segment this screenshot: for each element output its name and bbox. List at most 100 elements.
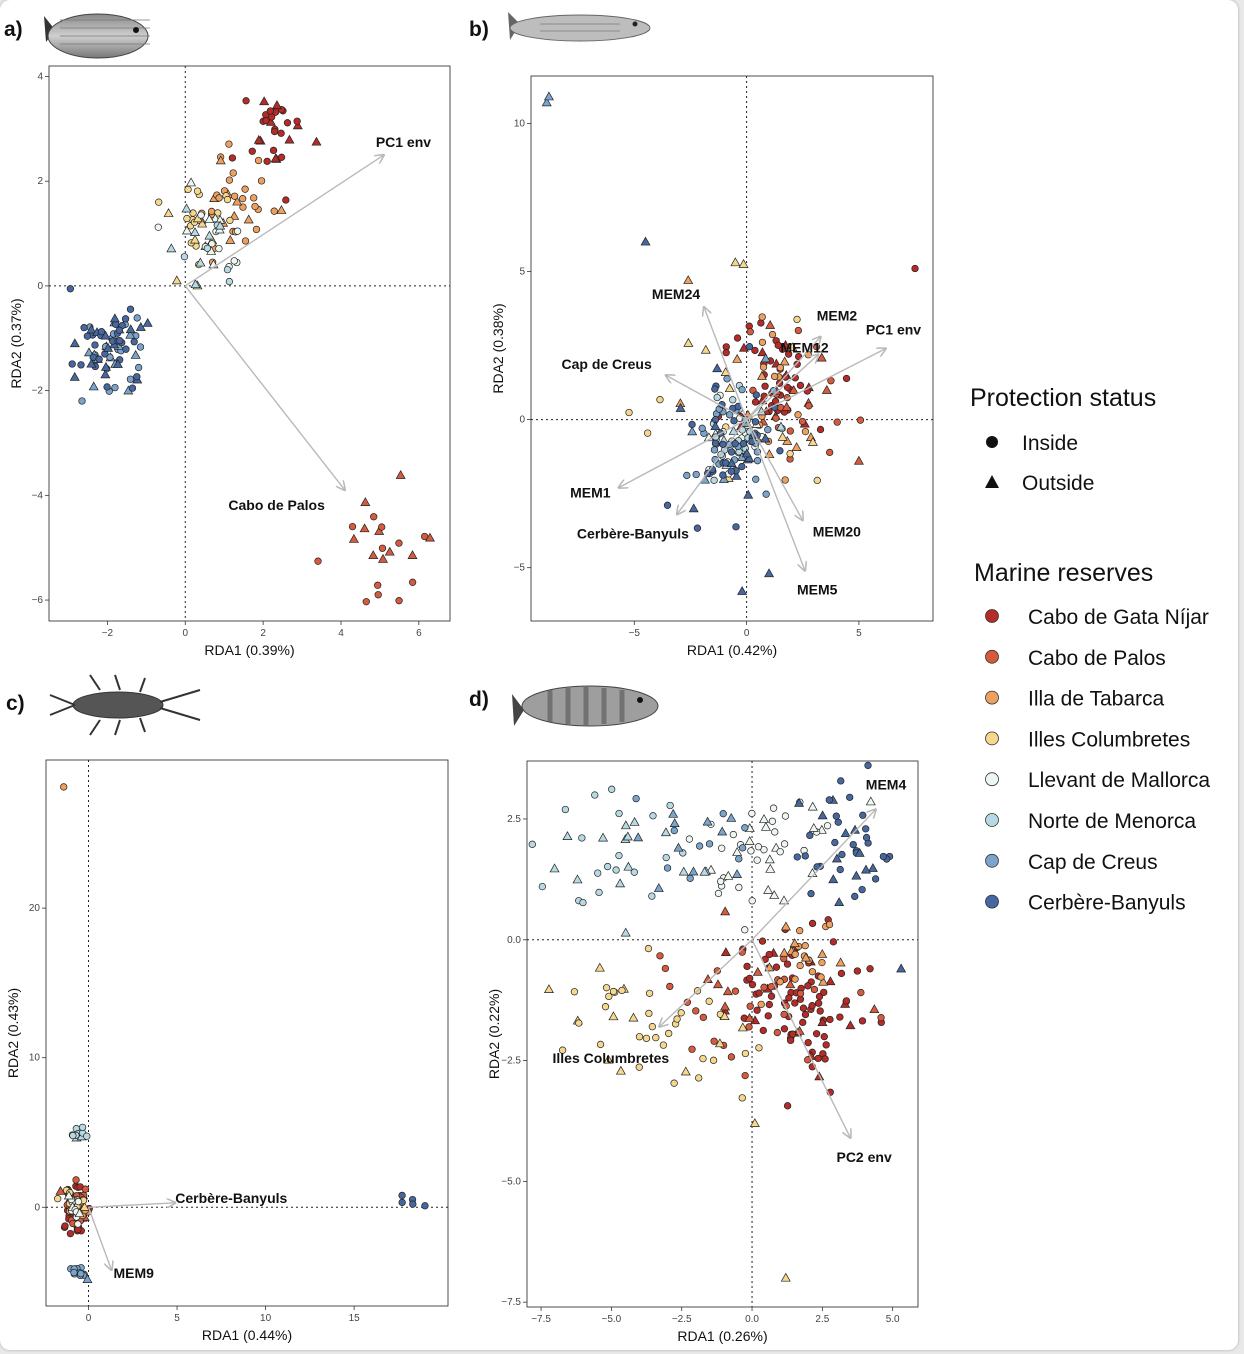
x-axis-title: RDA1 (0.26%) <box>677 1328 767 1344</box>
outside-point <box>794 797 805 807</box>
inside-point <box>238 195 247 203</box>
outside-point <box>817 949 828 958</box>
outside-point <box>103 342 114 352</box>
reserve-legend-label: Illa de Tabarca <box>1028 688 1165 711</box>
outside-point <box>215 220 226 230</box>
inside-point <box>193 187 202 195</box>
inside-point <box>820 1032 828 1041</box>
arrow-vector <box>751 809 876 941</box>
inside-point <box>761 382 769 390</box>
plot-area <box>45 759 449 1307</box>
outside-point <box>752 966 763 976</box>
inside-point <box>713 393 721 402</box>
inside-point <box>698 424 706 432</box>
arrow-label: MEM1 <box>570 485 611 501</box>
inside-point <box>705 997 713 1005</box>
outside-point <box>360 497 371 506</box>
inside-point <box>74 1220 82 1228</box>
outside-point <box>828 874 839 884</box>
inside-point <box>644 944 653 953</box>
outside-point <box>714 1038 725 1048</box>
outside-point <box>572 874 583 884</box>
inside-point <box>741 824 749 832</box>
inside-point <box>70 1268 78 1277</box>
outside-point <box>777 431 788 441</box>
inside-point <box>793 315 801 324</box>
inside-point <box>816 1007 824 1015</box>
x-axis-title: RDA1 (0.44%) <box>202 1327 292 1343</box>
x-tick-label: 10 <box>260 1313 272 1324</box>
inside-point <box>705 840 714 848</box>
inside-point <box>270 207 278 215</box>
inside-point <box>776 978 784 986</box>
inside-point <box>688 420 696 429</box>
inside-point <box>665 1029 673 1038</box>
outside-point <box>653 883 664 892</box>
outside-point <box>608 1011 619 1021</box>
inside-point <box>776 363 784 372</box>
outside-point <box>276 205 287 214</box>
inside-point <box>738 385 746 394</box>
inside-point <box>836 1013 844 1021</box>
y-axis-title: RDA2 (0.38%) <box>490 303 506 393</box>
inside-point <box>685 835 694 843</box>
outside-point <box>741 448 752 458</box>
outside-point <box>817 810 828 820</box>
inside-point <box>732 523 740 531</box>
inside-point <box>738 844 747 852</box>
outside-point <box>243 214 254 224</box>
inside-point <box>398 1198 406 1207</box>
inside-point <box>799 1004 808 1012</box>
arrow-vector <box>745 419 805 571</box>
inside-point <box>538 882 547 891</box>
outside-point <box>712 363 723 373</box>
inside-point <box>692 1007 700 1015</box>
outside-point <box>100 369 111 379</box>
inside-point <box>785 994 793 1002</box>
reserve-legend-marker <box>985 772 999 787</box>
inside-point <box>421 1202 429 1210</box>
inside-point <box>710 446 719 454</box>
outside-point <box>800 952 811 962</box>
outside-point <box>69 338 80 348</box>
inside-point <box>751 418 760 426</box>
inside-point <box>765 950 773 959</box>
inside-point <box>731 440 739 448</box>
arrow-label: MEM24 <box>652 286 700 302</box>
inside-point <box>91 341 99 349</box>
inside-point <box>54 1195 62 1203</box>
x-tick-label: −2 <box>102 628 114 639</box>
inside-point <box>748 980 757 989</box>
outside-point <box>779 895 790 905</box>
inside-point <box>733 334 742 342</box>
inside-point <box>794 411 802 419</box>
inside-point <box>859 811 867 819</box>
inside-point <box>857 988 865 997</box>
inside-point <box>719 810 727 818</box>
inside-point <box>871 875 880 883</box>
outside-point <box>760 433 771 443</box>
inside-point <box>214 209 222 217</box>
inside-point <box>283 119 292 127</box>
outside-point <box>688 866 699 876</box>
outside-point <box>673 842 684 852</box>
inside-point <box>74 1197 83 1206</box>
outside-point <box>311 136 322 146</box>
outside-point <box>780 1272 791 1282</box>
arrow-vector <box>659 939 753 1027</box>
inside-point <box>659 1041 668 1049</box>
outside-point <box>722 986 733 996</box>
inside-point <box>374 581 382 589</box>
inside-point <box>615 809 623 818</box>
inside-point <box>408 578 417 586</box>
outside-point <box>395 470 406 479</box>
inside-point <box>769 804 778 812</box>
outside-point <box>109 313 120 323</box>
reserve-legend-marker <box>985 894 999 909</box>
arrow-vector <box>745 419 803 521</box>
outside-point <box>869 1004 880 1014</box>
outside-point <box>787 342 798 352</box>
inside-point <box>184 185 192 194</box>
outside-point <box>835 957 846 967</box>
inside-point <box>846 793 854 801</box>
